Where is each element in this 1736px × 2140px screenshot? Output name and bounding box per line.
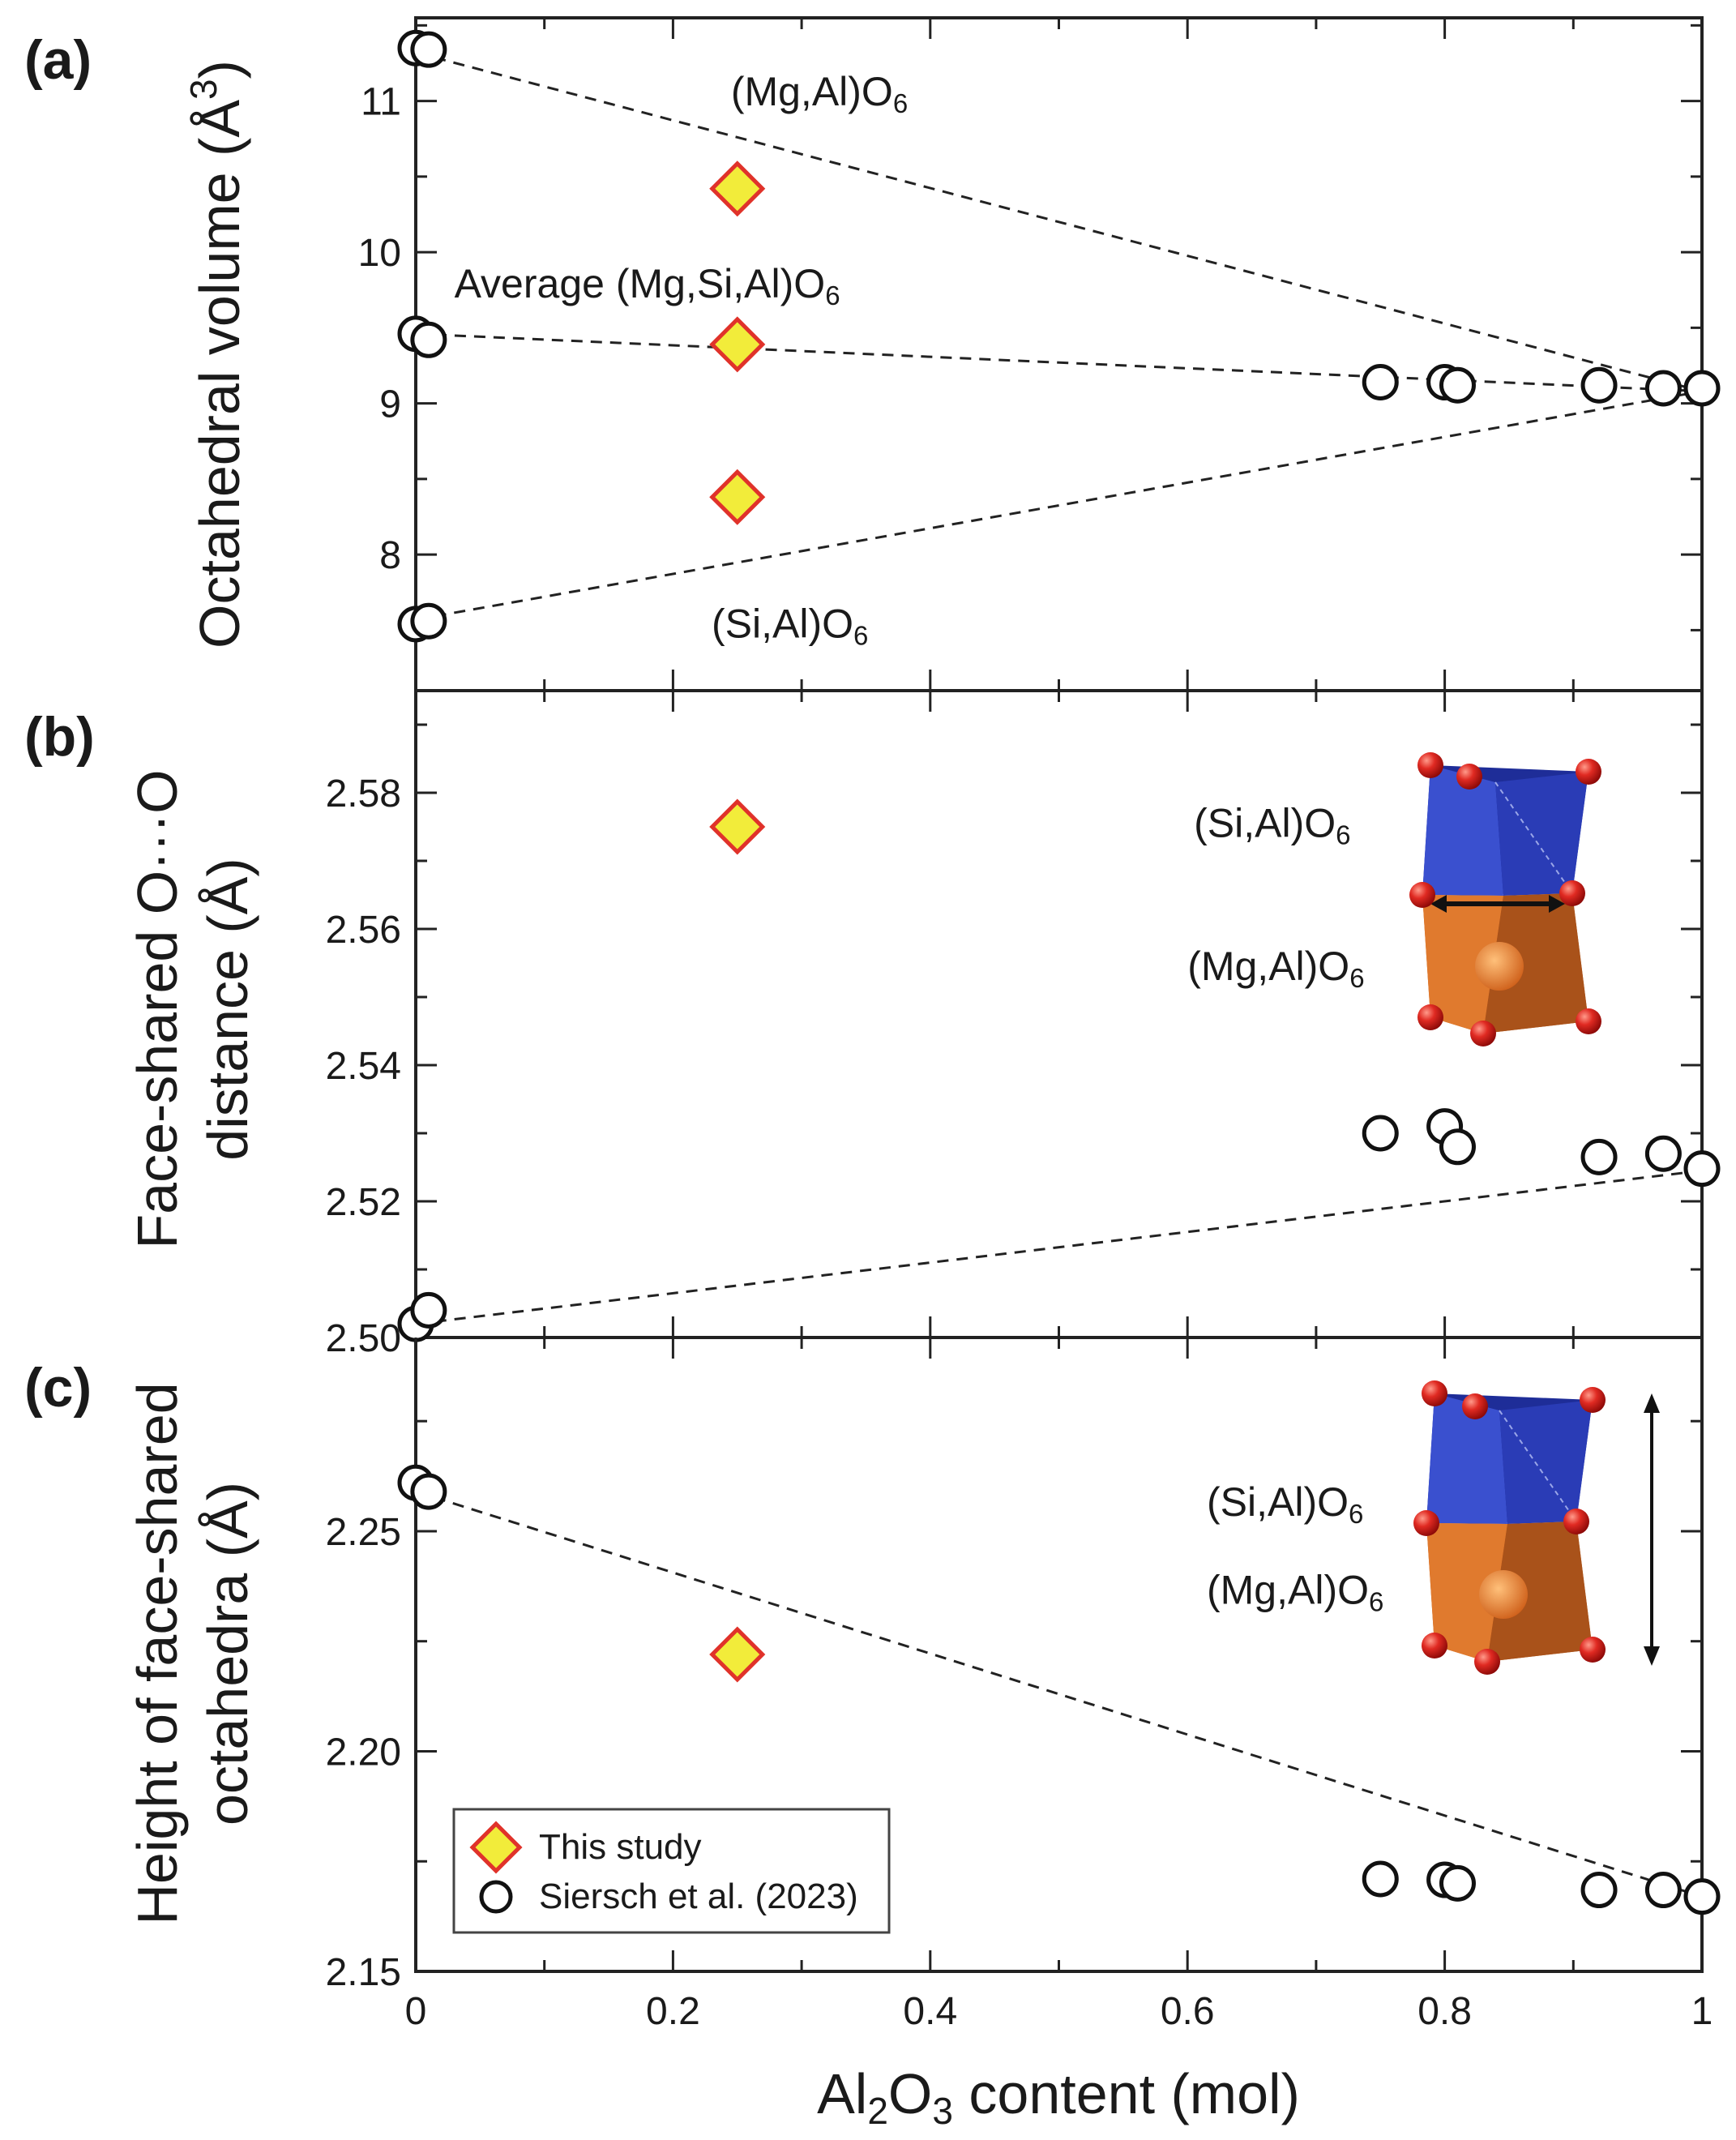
data-point-this-study	[709, 1626, 766, 1683]
series-annotation: (Mg,Al)O6	[1207, 1568, 1383, 1617]
data-point-siersch	[410, 602, 447, 640]
data-point-siersch	[410, 1291, 447, 1329]
y-axis-title-b-line1: Face-shared O···O	[126, 769, 189, 1248]
data-point-siersch	[1439, 366, 1476, 404]
x-tick-label: 0.8	[1417, 1990, 1472, 2033]
y-axis-title-b: Face-shared O···O distance (Å)	[126, 769, 259, 1248]
legend-marker-this-study	[469, 1821, 523, 1874]
x-axis-title: Al2O3 content (mol)	[817, 2062, 1300, 2132]
data-point-siersch	[1439, 1128, 1476, 1166]
y-tick-label: 11	[361, 81, 401, 124]
data-point-siersch	[1644, 370, 1682, 407]
series-annotation: (Si,Al)O6	[712, 601, 868, 651]
legend-frame	[452, 1808, 891, 1934]
y-tick-label: 2.20	[326, 1731, 401, 1774]
fit-line	[415, 390, 1703, 621]
series-annotation: (Si,Al)O6	[1207, 1479, 1363, 1529]
y-tick-label: 10	[358, 232, 401, 275]
y-tick-label: 8	[379, 534, 401, 577]
y-axis-title-b-line2: distance (Å)	[196, 858, 259, 1160]
data-point-siersch	[1644, 1135, 1682, 1172]
y-axis-title-a: Octahedral volume (Å3)	[182, 60, 251, 648]
y-tick-label: 2.58	[326, 773, 401, 815]
data-point-siersch	[1362, 364, 1399, 401]
panel-label-c: (c)	[24, 1357, 92, 1419]
octahedra-pair-icon	[1409, 752, 1601, 1046]
data-point-siersch	[1439, 1864, 1476, 1902]
data-point-siersch	[1580, 1872, 1618, 1909]
data-point-siersch	[410, 321, 447, 358]
octahedra-pair-icon	[1413, 1380, 1660, 1675]
fit-line	[415, 1490, 1703, 1898]
y-axis-title-c-line2: octahedra (Å)	[196, 1482, 259, 1825]
data-point-this-study	[709, 316, 766, 373]
panel-label-a: (a)	[24, 29, 92, 91]
legend-entry-siersch: Siersch et al. (2023)	[539, 1877, 858, 1916]
data-point-siersch	[410, 1473, 447, 1510]
x-tick-label: 0.2	[646, 1990, 700, 2033]
data-point-siersch	[410, 31, 447, 68]
series-annotation: (Si,Al)O6	[1194, 801, 1350, 850]
data-point-siersch	[1580, 366, 1618, 404]
y-tick-label: 2.50	[326, 1317, 401, 1360]
panel-label-b: (b)	[24, 706, 95, 768]
y-tick-label: 2.56	[326, 909, 401, 952]
y-tick-label: 9	[379, 383, 401, 426]
data-point-this-study	[709, 798, 766, 855]
y-axis-title-c-line1: Height of face-shared	[126, 1382, 189, 1924]
data-point-siersch	[1683, 370, 1721, 407]
fit-line	[415, 1169, 1703, 1325]
fit-line	[415, 332, 1703, 393]
legend-entry-this-study: This study	[539, 1827, 702, 1867]
legend-marker-siersch	[479, 1880, 513, 1914]
x-tick-label: 0.4	[903, 1990, 957, 2033]
y-tick-label: 2.15	[326, 1951, 401, 1994]
series-annotation: (Mg,Al)O6	[1187, 944, 1364, 993]
y-axis-title-c: Height of face-shared octahedra (Å)	[126, 1382, 259, 1924]
data-point-siersch	[1362, 1115, 1399, 1152]
data-point-siersch	[1683, 1150, 1721, 1188]
data-point-this-study	[709, 469, 766, 525]
series-annotation: (Mg,Al)O6	[731, 69, 908, 118]
data-point-siersch	[1644, 1872, 1682, 1909]
series-annotation: Average (Mg,Si,Al)O6	[455, 261, 840, 310]
y-axis-title-a-text: Octahedral volume (Å3)	[182, 60, 251, 648]
y-tick-label: 2.25	[326, 1511, 401, 1554]
x-tick-label: 0	[405, 1990, 427, 2033]
x-tick-label: 0.6	[1161, 1990, 1215, 2033]
data-point-siersch	[1683, 1878, 1721, 1915]
legend: This study Siersch et al. (2023)	[452, 1808, 891, 1934]
fit-line	[415, 51, 1703, 393]
y-tick-label: 2.52	[326, 1181, 401, 1224]
y-tick-label: 2.54	[326, 1045, 401, 1088]
x-tick-label: 1	[1691, 1990, 1713, 2033]
data-point-siersch	[1580, 1138, 1618, 1175]
data-point-siersch	[1362, 1860, 1399, 1898]
panel-frame	[414, 16, 1704, 692]
data-point-this-study	[709, 160, 766, 217]
